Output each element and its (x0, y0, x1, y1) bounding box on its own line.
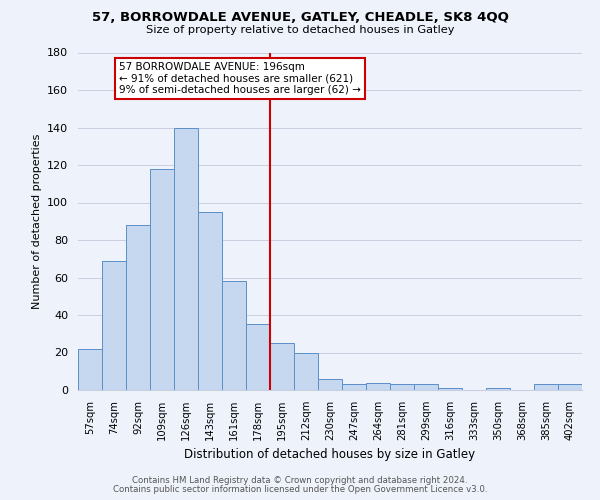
Bar (390, 384, 414, 390)
Bar (150, 169, 174, 390)
Bar (486, 388, 510, 390)
Bar (222, 281, 246, 390)
Bar (366, 382, 390, 390)
Bar (126, 225, 150, 390)
Bar (270, 343, 294, 390)
Bar (294, 352, 318, 390)
Bar (174, 128, 198, 390)
Bar (558, 384, 582, 390)
Y-axis label: Number of detached properties: Number of detached properties (32, 134, 41, 309)
Text: Contains HM Land Registry data © Crown copyright and database right 2024.: Contains HM Land Registry data © Crown c… (132, 476, 468, 485)
Bar (78, 349, 102, 390)
Text: Contains public sector information licensed under the Open Government Licence v3: Contains public sector information licen… (113, 485, 487, 494)
Bar (318, 379, 342, 390)
Bar (534, 384, 558, 390)
Bar (246, 324, 270, 390)
Bar (198, 212, 222, 390)
Bar (102, 260, 126, 390)
Text: 57, BORROWDALE AVENUE, GATLEY, CHEADLE, SK8 4QQ: 57, BORROWDALE AVENUE, GATLEY, CHEADLE, … (92, 11, 508, 24)
Bar (414, 384, 438, 390)
Bar (438, 388, 462, 390)
Bar (342, 384, 366, 390)
Text: Size of property relative to detached houses in Gatley: Size of property relative to detached ho… (146, 25, 454, 35)
X-axis label: Distribution of detached houses by size in Gatley: Distribution of detached houses by size … (184, 448, 476, 462)
Text: 57 BORROWDALE AVENUE: 196sqm
← 91% of detached houses are smaller (621)
9% of se: 57 BORROWDALE AVENUE: 196sqm ← 91% of de… (119, 62, 361, 95)
